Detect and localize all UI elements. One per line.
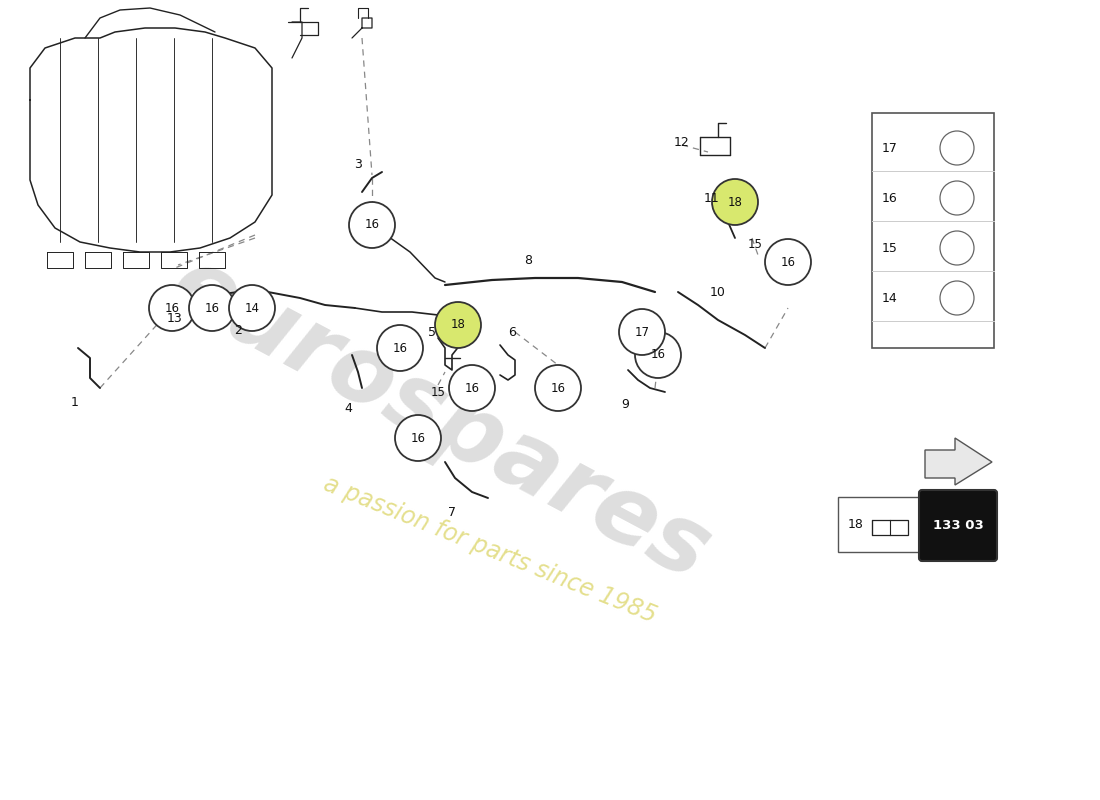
Circle shape <box>189 285 235 331</box>
Text: 133 03: 133 03 <box>933 519 983 532</box>
Circle shape <box>449 365 495 411</box>
Text: 18: 18 <box>848 518 864 530</box>
Text: 16: 16 <box>882 191 898 205</box>
Polygon shape <box>925 438 992 485</box>
Circle shape <box>148 285 195 331</box>
Circle shape <box>535 365 581 411</box>
FancyBboxPatch shape <box>872 113 994 348</box>
Text: 17: 17 <box>882 142 898 154</box>
FancyBboxPatch shape <box>918 490 997 561</box>
Text: 8: 8 <box>524 254 532 266</box>
Circle shape <box>434 302 481 348</box>
Text: 15: 15 <box>882 242 898 254</box>
Circle shape <box>349 202 395 248</box>
Text: 14: 14 <box>882 291 898 305</box>
Circle shape <box>764 239 811 285</box>
Text: 5: 5 <box>428 326 436 338</box>
Text: 16: 16 <box>410 431 426 445</box>
Text: 13: 13 <box>167 311 183 325</box>
Text: 11: 11 <box>704 191 719 205</box>
Text: eurospares: eurospares <box>155 239 725 601</box>
Text: a passion for parts since 1985: a passion for parts since 1985 <box>320 472 660 628</box>
FancyBboxPatch shape <box>838 497 920 552</box>
Text: 2: 2 <box>234 323 242 337</box>
Text: 10: 10 <box>711 286 726 298</box>
Text: 16: 16 <box>550 382 565 394</box>
Circle shape <box>377 325 424 371</box>
Circle shape <box>940 281 974 315</box>
Text: 4: 4 <box>344 402 352 414</box>
Text: 7: 7 <box>448 506 456 518</box>
Text: 9: 9 <box>621 398 629 411</box>
Circle shape <box>635 332 681 378</box>
Circle shape <box>940 181 974 215</box>
Text: 16: 16 <box>205 302 220 314</box>
Circle shape <box>940 231 974 265</box>
Text: 15: 15 <box>748 238 762 251</box>
Text: 16: 16 <box>650 349 666 362</box>
Text: 16: 16 <box>165 302 179 314</box>
Text: 14: 14 <box>244 302 260 314</box>
Circle shape <box>395 415 441 461</box>
Text: 15: 15 <box>430 386 446 398</box>
Text: 16: 16 <box>464 382 480 394</box>
Circle shape <box>619 309 666 355</box>
Text: 16: 16 <box>393 342 407 354</box>
Text: 16: 16 <box>781 255 795 269</box>
Text: 18: 18 <box>451 318 465 331</box>
Text: 18: 18 <box>727 195 742 209</box>
Circle shape <box>712 179 758 225</box>
Text: 6: 6 <box>508 326 516 338</box>
Text: 17: 17 <box>635 326 649 338</box>
Text: 1: 1 <box>72 395 79 409</box>
Text: 16: 16 <box>364 218 380 231</box>
Circle shape <box>940 131 974 165</box>
Text: 3: 3 <box>354 158 362 171</box>
Text: 12: 12 <box>674 135 690 149</box>
Circle shape <box>229 285 275 331</box>
Bar <box>872 520 908 535</box>
